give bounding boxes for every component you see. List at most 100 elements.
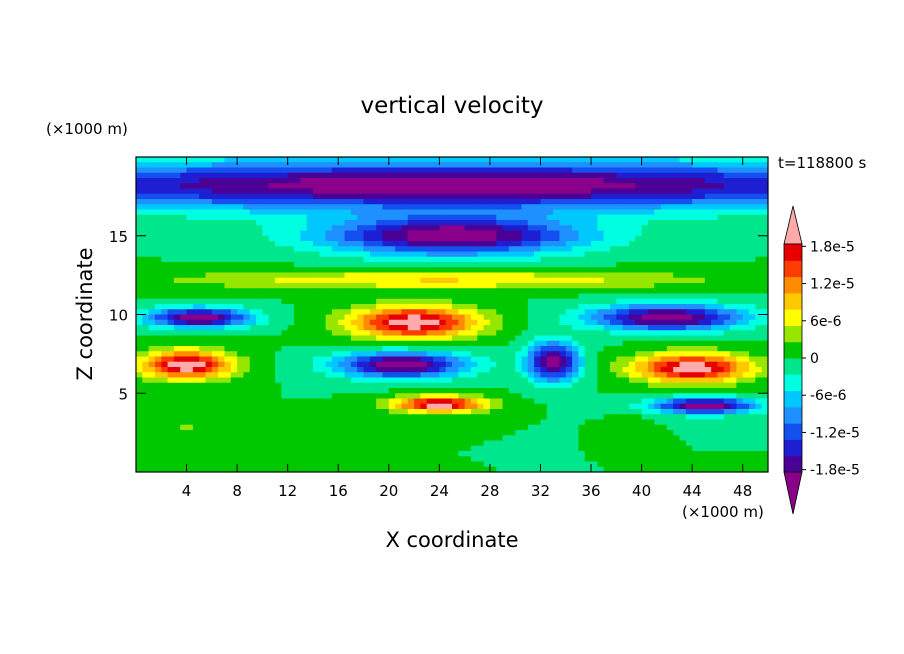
field-cell — [275, 262, 282, 268]
field-cell — [704, 340, 712, 347]
field-cell — [312, 340, 320, 347]
field-cell — [249, 340, 257, 347]
field-cell — [294, 162, 301, 169]
field-cell — [717, 230, 725, 237]
field-cell — [281, 256, 289, 263]
field-cell — [237, 220, 245, 226]
field-cell — [704, 214, 712, 221]
field-cell — [199, 398, 207, 405]
field-cell — [666, 335, 674, 342]
field-cell — [414, 199, 421, 205]
field-cell — [161, 178, 169, 184]
field-cell — [610, 262, 617, 268]
field-cell — [717, 193, 725, 200]
field-cell — [186, 157, 194, 163]
field-cell — [628, 204, 636, 211]
field-cell — [546, 288, 554, 295]
field-cell — [300, 178, 308, 184]
field-cell — [224, 262, 232, 268]
field-cell — [470, 262, 478, 268]
field-cell — [521, 409, 529, 415]
field-cell — [357, 162, 365, 169]
field-cell — [382, 414, 390, 421]
field-cell — [338, 230, 346, 237]
field-cell — [647, 251, 655, 258]
field-cell — [414, 277, 421, 284]
field-cell — [540, 377, 548, 384]
field-cell — [755, 382, 763, 389]
field-cell — [382, 256, 390, 263]
field-cell — [319, 225, 327, 232]
field-cell — [508, 225, 516, 232]
field-cell — [489, 193, 497, 200]
field-cell — [736, 314, 744, 321]
field-cell — [521, 298, 529, 305]
field-cell — [136, 351, 143, 358]
field-cell — [376, 241, 384, 247]
field-cell — [300, 293, 308, 300]
field-cell — [275, 351, 282, 358]
field-cell — [439, 193, 447, 200]
field-cell — [294, 293, 301, 300]
field-cell — [572, 304, 579, 310]
field-cell — [755, 167, 763, 174]
field-cell — [660, 283, 668, 289]
field-cell — [559, 283, 567, 289]
field-cell — [477, 293, 485, 300]
field-cell — [452, 214, 459, 221]
field-cell — [230, 241, 238, 247]
field-cell — [407, 346, 415, 352]
field-cell — [192, 157, 200, 163]
field-cell — [565, 246, 573, 253]
field-cell — [534, 388, 542, 394]
field-cell — [540, 367, 548, 373]
field-cell — [452, 309, 459, 316]
field-cell — [167, 267, 175, 274]
field-cell — [142, 288, 150, 295]
field-cell — [711, 346, 719, 352]
field-cell — [647, 409, 655, 415]
field-cell — [540, 209, 548, 216]
field-cell — [420, 346, 428, 352]
field-cell — [262, 214, 270, 221]
field-cell — [483, 157, 491, 163]
field-cell — [742, 188, 750, 195]
field-cell — [458, 162, 466, 169]
field-cell — [180, 178, 188, 184]
field-cell — [736, 356, 744, 363]
field-cell — [458, 340, 466, 347]
field-cell — [470, 230, 478, 237]
field-cell — [148, 283, 156, 289]
field-cell — [622, 167, 630, 174]
field-cell — [319, 298, 327, 305]
field-cell — [698, 377, 706, 384]
field-cell — [325, 199, 333, 205]
field-cell — [635, 267, 643, 274]
field-cell — [521, 288, 529, 295]
field-cell — [761, 351, 768, 358]
field-cell — [420, 414, 428, 421]
field-cell — [597, 230, 605, 237]
field-cell — [218, 393, 226, 400]
field-cell — [148, 293, 156, 300]
field-cell — [319, 157, 327, 163]
field-cell — [363, 346, 371, 352]
field-cell — [167, 230, 175, 237]
field-cell — [154, 361, 162, 368]
field-cell — [136, 288, 143, 295]
field-cell — [546, 340, 554, 347]
field-cell — [262, 298, 270, 305]
field-cell — [363, 230, 371, 237]
field-cell — [591, 230, 598, 237]
field-cell — [262, 162, 270, 169]
field-cell — [186, 256, 194, 263]
field-cell — [572, 325, 579, 331]
field-cell — [407, 188, 415, 195]
field-cell — [572, 403, 579, 410]
field-cell — [369, 193, 377, 200]
field-cell — [452, 398, 459, 405]
field-cell — [622, 309, 630, 316]
field-cell — [268, 372, 276, 379]
field-cell — [319, 204, 327, 211]
field-cell — [673, 167, 681, 174]
